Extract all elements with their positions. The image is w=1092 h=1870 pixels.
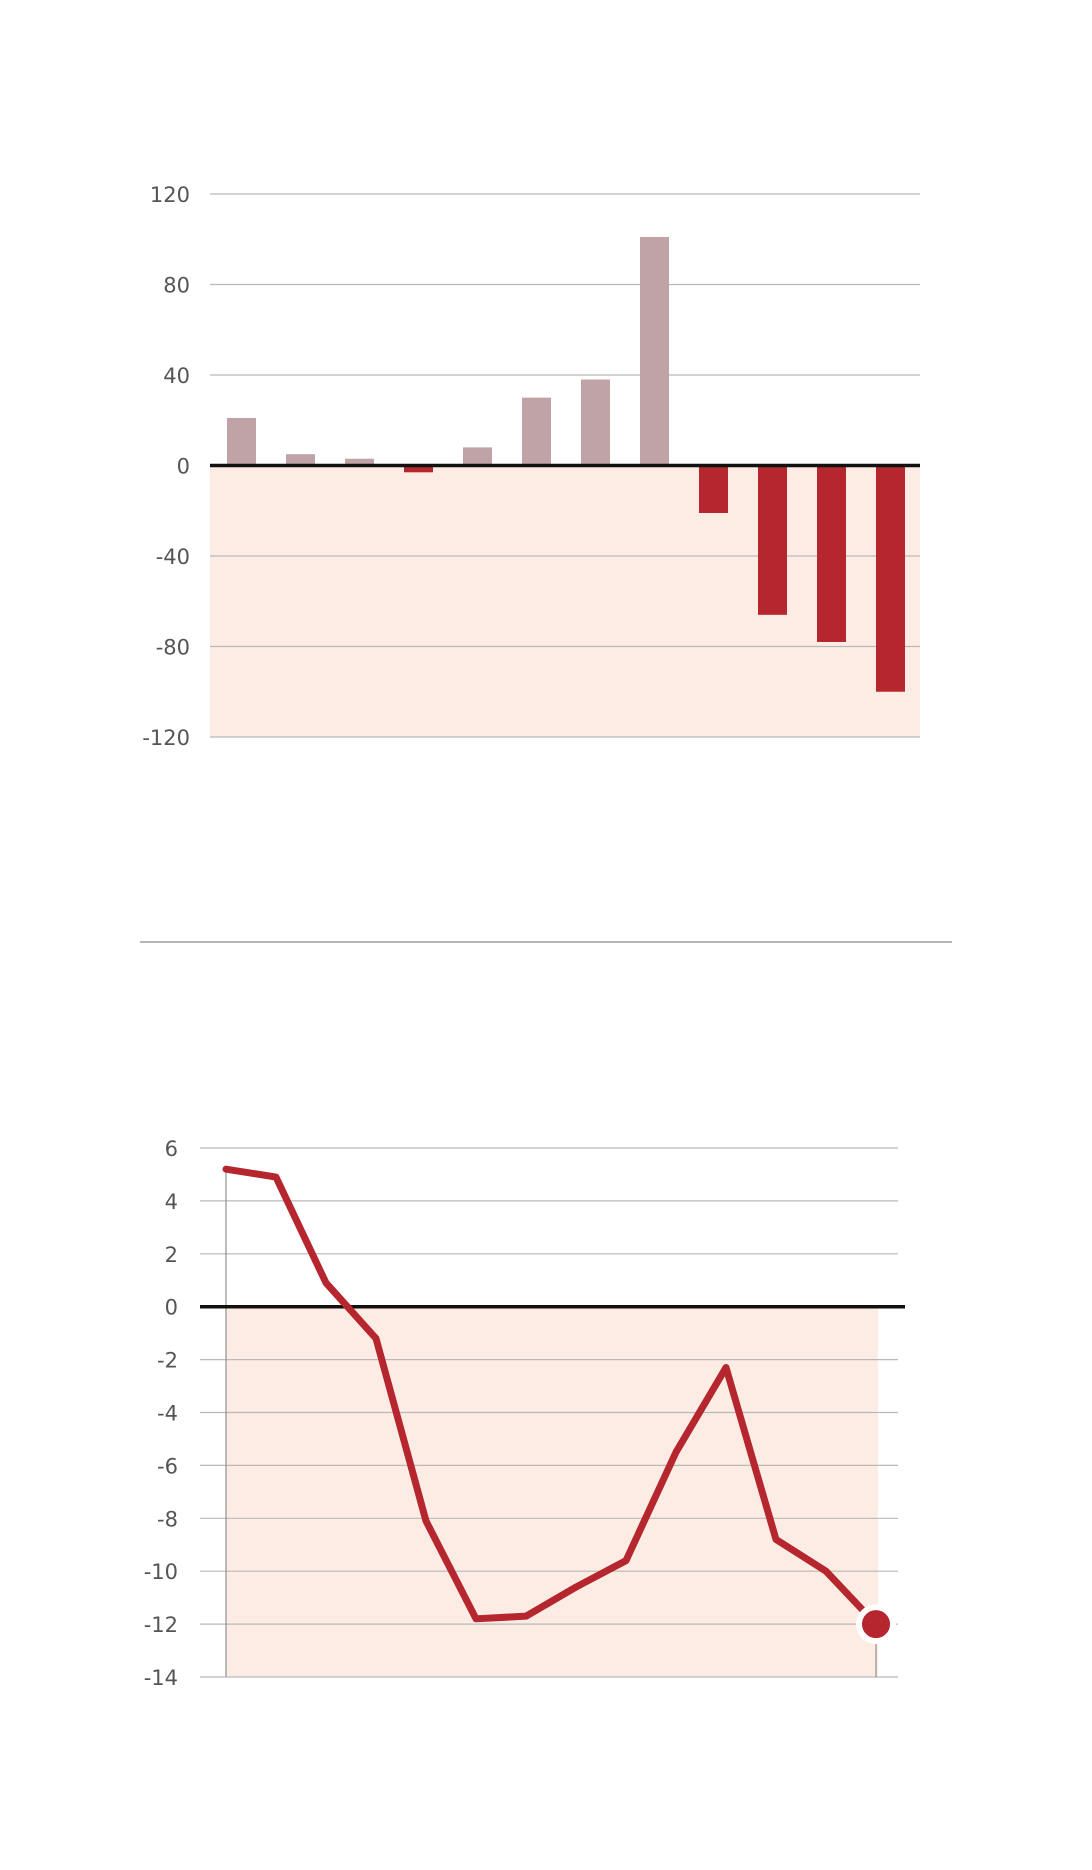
y-tick-label: -10 xyxy=(144,1560,178,1584)
bar xyxy=(227,417,256,466)
bar-chart-bars xyxy=(227,236,905,692)
bar xyxy=(286,454,315,466)
bar xyxy=(463,447,492,466)
bar xyxy=(699,465,728,514)
bar xyxy=(817,465,846,642)
line-chart-gridlines xyxy=(200,1147,898,1678)
y-tick-label: -80 xyxy=(156,636,190,660)
last-point-marker xyxy=(856,1604,896,1645)
y-tick-label: -12 xyxy=(144,1613,178,1637)
bar xyxy=(404,465,433,473)
bar-chart-y-axis-labels: 120 80 40 0 -40 -80 -120 xyxy=(142,183,190,750)
y-tick-label: -120 xyxy=(142,726,190,750)
y-tick-label: 2 xyxy=(165,1243,178,1267)
bar-chart-gridlines xyxy=(210,193,920,738)
y-tick-label: 40 xyxy=(163,364,190,388)
y-tick-label: -4 xyxy=(157,1402,178,1426)
y-tick-label: -40 xyxy=(156,545,190,569)
line-series xyxy=(222,1165,880,1628)
y-tick-label: -6 xyxy=(157,1454,178,1478)
y-tick-label: -14 xyxy=(144,1666,178,1690)
line-chart-y-axis-labels: 6 4 2 0 -2 -4 -6 -8 -10 -12 -14 xyxy=(144,1137,178,1690)
y-tick-label: -8 xyxy=(157,1507,178,1531)
y-tick-label: 6 xyxy=(165,1137,178,1161)
negative-region-background xyxy=(210,465,920,737)
negative-region-background xyxy=(226,1306,878,1677)
bar xyxy=(581,379,610,466)
y-tick-label: 0 xyxy=(165,1296,178,1320)
bar xyxy=(522,397,551,466)
y-tick-label: 80 xyxy=(163,274,190,298)
bar-chart: 120 80 40 0 -40 -80 -120 xyxy=(142,183,920,750)
line-chart: 6 4 2 0 -2 -4 -6 -8 -10 -12 -14 xyxy=(144,1137,905,1690)
bar xyxy=(876,465,905,692)
y-tick-label: 120 xyxy=(150,183,190,207)
bar xyxy=(640,236,669,466)
y-tick-label: 0 xyxy=(177,455,190,479)
bar xyxy=(758,465,787,615)
bar xyxy=(345,458,374,466)
y-tick-label: -2 xyxy=(157,1349,178,1373)
y-tick-label: 4 xyxy=(165,1190,178,1214)
